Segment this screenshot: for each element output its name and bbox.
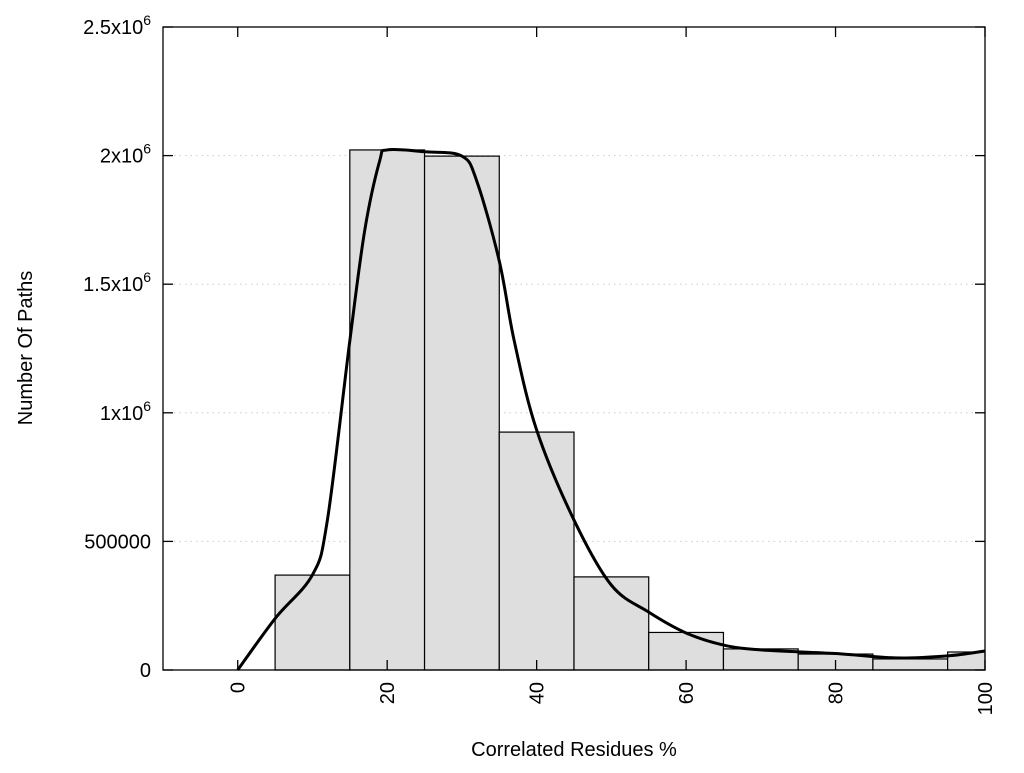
- y-axis-label: Number Of Paths: [15, 271, 37, 426]
- x-tick-label: 20: [377, 682, 399, 704]
- y-tick-label: 1x106: [100, 398, 151, 425]
- bar: [349, 149, 426, 671]
- fit-curve: [236, 147, 986, 671]
- y-tick-exponent: 6: [143, 12, 151, 28]
- x-axis-label: Correlated Residues %: [471, 739, 677, 761]
- x-tick-label: 0: [228, 682, 250, 693]
- x-tick-label: 40: [527, 682, 549, 704]
- y-tick-mantissa: 1x10: [100, 403, 143, 425]
- y-tick-mantissa: 500000: [84, 531, 151, 553]
- y-tick-exponent: 6: [143, 141, 151, 157]
- x-tick-label: 100: [975, 682, 997, 715]
- y-tick-mantissa: 0: [140, 660, 151, 682]
- bar: [423, 155, 500, 671]
- y-tick-exponent: 6: [143, 398, 151, 414]
- y-tick-mantissa: 1.5x10: [83, 274, 143, 296]
- x-tick-label: 80: [826, 682, 848, 704]
- fit-curve-line: [236, 147, 986, 671]
- x-axis: 0 20 40 60 80 100: [228, 27, 997, 715]
- y-tick-label: 2x106: [100, 141, 151, 168]
- y-tick-mantissa: 2.5x10: [83, 17, 143, 39]
- bars: [274, 149, 986, 671]
- y-tick-label: 0: [140, 660, 151, 682]
- bar: [498, 431, 575, 671]
- bar: [872, 658, 949, 671]
- y-tick-label: 2.5x106: [83, 12, 151, 39]
- bar: [274, 574, 351, 671]
- bar: [573, 576, 650, 671]
- y-tick-label: 500000: [84, 531, 151, 553]
- y-tick-exponent: 6: [143, 269, 151, 285]
- x-tick-label: 60: [676, 682, 698, 704]
- y-tick-label: 1.5x106: [83, 269, 151, 296]
- y-tick-mantissa: 2x10: [100, 146, 143, 168]
- plot-frame: [162, 26, 986, 671]
